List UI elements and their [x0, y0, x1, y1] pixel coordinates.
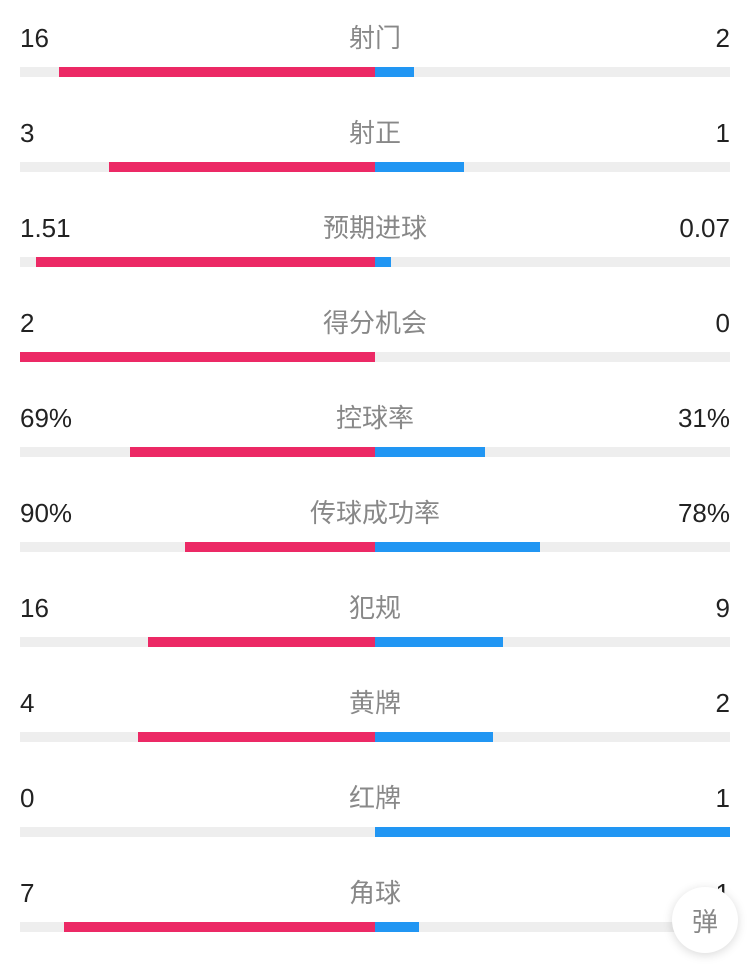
stat-bar-away-half — [375, 732, 730, 742]
stat-label: 红牌 — [349, 778, 401, 815]
stat-home-value: 3 — [20, 118, 100, 149]
stat-bar-track — [20, 542, 730, 552]
stat-bar-away-half — [375, 542, 730, 552]
stat-labels: 69% 控球率 31% — [20, 398, 730, 435]
stat-bar-home-fill — [148, 637, 375, 647]
stat-bar-away-fill — [375, 257, 391, 267]
stat-home-value: 7 — [20, 878, 100, 909]
stat-labels: 3 射正 1 — [20, 113, 730, 150]
stat-bar-away-fill — [375, 447, 485, 457]
stat-labels: 4 黄牌 2 — [20, 683, 730, 720]
stat-bar-home-half — [20, 352, 375, 362]
stat-label: 控球率 — [336, 398, 414, 435]
stat-bar-away-fill — [375, 637, 503, 647]
stat-away-value: 2 — [650, 688, 730, 719]
stat-bar-away-half — [375, 637, 730, 647]
stat-label: 角球 — [349, 873, 401, 910]
stat-label: 犯规 — [349, 588, 401, 625]
stat-away-value: 31% — [650, 403, 730, 434]
stat-row: 2 得分机会 0 — [20, 303, 730, 362]
stat-bar-track — [20, 637, 730, 647]
stat-home-value: 4 — [20, 688, 100, 719]
stat-bar-home-fill — [20, 352, 375, 362]
stat-away-value: 78% — [650, 498, 730, 529]
stat-labels: 90% 传球成功率 78% — [20, 493, 730, 530]
stat-bar-home-half — [20, 827, 375, 837]
stat-row: 1.51 预期进球 0.07 — [20, 208, 730, 267]
stat-bar-home-fill — [138, 732, 375, 742]
stat-label: 传球成功率 — [310, 493, 440, 530]
stat-bar-home-half — [20, 162, 375, 172]
stat-away-value: 9 — [650, 593, 730, 624]
stat-bar-away-half — [375, 257, 730, 267]
stat-home-value: 69% — [20, 403, 100, 434]
stat-label: 预期进球 — [323, 208, 427, 245]
stat-bar-away-half — [375, 67, 730, 77]
stat-bar-home-fill — [36, 257, 375, 267]
stat-row: 0 红牌 1 — [20, 778, 730, 837]
stat-bar-track — [20, 257, 730, 267]
stat-row: 90% 传球成功率 78% — [20, 493, 730, 552]
stat-row: 4 黄牌 2 — [20, 683, 730, 742]
stat-bar-home-fill — [64, 922, 375, 932]
stat-bar-home-half — [20, 257, 375, 267]
stat-labels: 16 犯规 9 — [20, 588, 730, 625]
stat-bar-away-fill — [375, 67, 414, 77]
stat-bar-home-half — [20, 67, 375, 77]
stat-label: 黄牌 — [349, 683, 401, 720]
stat-away-value: 2 — [650, 23, 730, 54]
stat-bar-track — [20, 732, 730, 742]
stat-bar-away-fill — [375, 542, 540, 552]
stat-labels: 0 红牌 1 — [20, 778, 730, 815]
stat-bar-home-half — [20, 637, 375, 647]
stat-bar-track — [20, 827, 730, 837]
stat-home-value: 0 — [20, 783, 100, 814]
stats-container: 16 射门 2 3 射正 1 1.51 预期进球 0.07 2 得分机会 0 69% 控球率 31% 90% 传… — [0, 0, 750, 932]
stat-home-value: 16 — [20, 593, 100, 624]
stat-away-value: 1 — [650, 118, 730, 149]
stat-bar-away-half — [375, 447, 730, 457]
stat-home-value: 90% — [20, 498, 100, 529]
stat-bar-away-fill — [375, 827, 730, 837]
stat-home-value: 2 — [20, 308, 100, 339]
stat-home-value: 1.51 — [20, 213, 100, 244]
stat-away-value: 1 — [650, 783, 730, 814]
stat-away-value: 0 — [650, 308, 730, 339]
stat-bar-away-half — [375, 162, 730, 172]
float-button-label: 弹 — [692, 902, 718, 939]
stat-labels: 1.51 预期进球 0.07 — [20, 208, 730, 245]
stat-bar-home-fill — [59, 67, 375, 77]
stat-bar-away-half — [375, 827, 730, 837]
stat-bar-away-fill — [375, 922, 419, 932]
stat-bar-track — [20, 447, 730, 457]
stat-bar-track — [20, 352, 730, 362]
stat-bar-track — [20, 67, 730, 77]
stat-bar-home-half — [20, 922, 375, 932]
stat-row: 69% 控球率 31% — [20, 398, 730, 457]
stat-bar-home-half — [20, 542, 375, 552]
stat-bar-home-fill — [185, 542, 375, 552]
stat-labels: 16 射门 2 — [20, 18, 730, 55]
stat-bar-home-half — [20, 447, 375, 457]
stat-bar-home-fill — [109, 162, 375, 172]
stat-label: 得分机会 — [323, 303, 427, 340]
stat-row: 16 犯规 9 — [20, 588, 730, 647]
stat-bar-home-fill — [130, 447, 375, 457]
stat-bar-away-fill — [375, 162, 464, 172]
stat-row: 7角球1 — [20, 873, 730, 932]
stat-bar-track — [20, 922, 730, 932]
stat-bar-away-fill — [375, 732, 493, 742]
float-button[interactable]: 弹 — [672, 887, 738, 953]
stat-label: 射门 — [349, 18, 401, 55]
stat-bar-track — [20, 162, 730, 172]
stat-home-value: 16 — [20, 23, 100, 54]
stat-bar-home-half — [20, 732, 375, 742]
stat-label: 射正 — [349, 113, 401, 150]
stat-labels: 7角球1 — [20, 873, 730, 910]
stat-bar-away-half — [375, 352, 730, 362]
stat-row: 3 射正 1 — [20, 113, 730, 172]
stat-row: 16 射门 2 — [20, 18, 730, 77]
stat-away-value: 0.07 — [650, 213, 730, 244]
stat-labels: 2 得分机会 0 — [20, 303, 730, 340]
